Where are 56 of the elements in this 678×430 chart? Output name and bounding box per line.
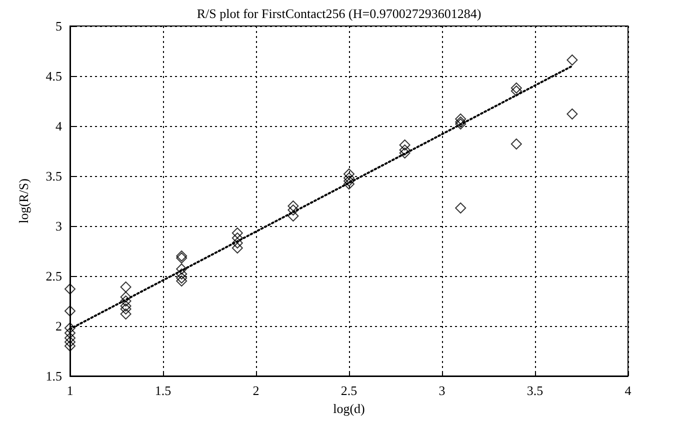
- point: [176, 276, 188, 286]
- point: [344, 176, 354, 186]
- point: [64, 322, 76, 334]
- point: [566, 54, 578, 66]
- point: [399, 144, 410, 156]
- point: [510, 82, 522, 94]
- x-tick-label: 3: [438, 383, 446, 398]
- x-tick-label: 1.5: [154, 383, 172, 398]
- point: [399, 140, 410, 150]
- point: [176, 264, 188, 274]
- point: [64, 284, 76, 294]
- y-tick-label: 1.5: [46, 368, 62, 384]
- x-tick-label: 2: [252, 383, 260, 398]
- point: [344, 172, 354, 184]
- point: [64, 328, 76, 338]
- x-tick-label: 3.5: [526, 383, 544, 398]
- point: [120, 300, 132, 312]
- point: [176, 272, 188, 284]
- point: [288, 204, 299, 216]
- point: [566, 108, 578, 120]
- point: [510, 86, 522, 96]
- point: [176, 268, 188, 280]
- point: [455, 202, 466, 214]
- x-tick-label: 4: [624, 383, 632, 398]
- point: [120, 292, 132, 302]
- chart-title: R/S plot for FirstContact256 (H=0.970027293601284): [196, 6, 482, 21]
- point: [64, 306, 76, 316]
- y-tick-label: 4: [56, 118, 62, 134]
- y-tick-label: 5: [56, 18, 62, 34]
- y-tick-label: 4.5: [46, 68, 62, 84]
- point: [455, 114, 466, 124]
- x-tick-label: 2.5: [340, 383, 358, 398]
- y-tick-label: 2.5: [46, 268, 62, 284]
- point: [288, 210, 299, 222]
- point: [344, 168, 354, 180]
- point: [120, 304, 132, 314]
- point: [344, 178, 354, 190]
- y-tick-label: 3.5: [46, 168, 62, 184]
- point: [232, 238, 243, 248]
- point: [120, 282, 132, 292]
- point: [232, 232, 243, 244]
- point: [120, 308, 132, 320]
- point: [64, 336, 76, 348]
- point: [232, 228, 243, 238]
- y-axis-title: log(R/S): [16, 178, 31, 224]
- y-tick-label: 2: [56, 318, 62, 334]
- point: [120, 296, 132, 306]
- point: [64, 332, 76, 344]
- y-tick-label: 3: [56, 218, 62, 234]
- x-tick-label: 1: [66, 383, 74, 398]
- point: [288, 200, 299, 212]
- point: [399, 148, 410, 158]
- point: [64, 340, 76, 352]
- point: [510, 138, 522, 150]
- point: [232, 242, 243, 254]
- x-axis-title: log(d): [333, 400, 365, 416]
